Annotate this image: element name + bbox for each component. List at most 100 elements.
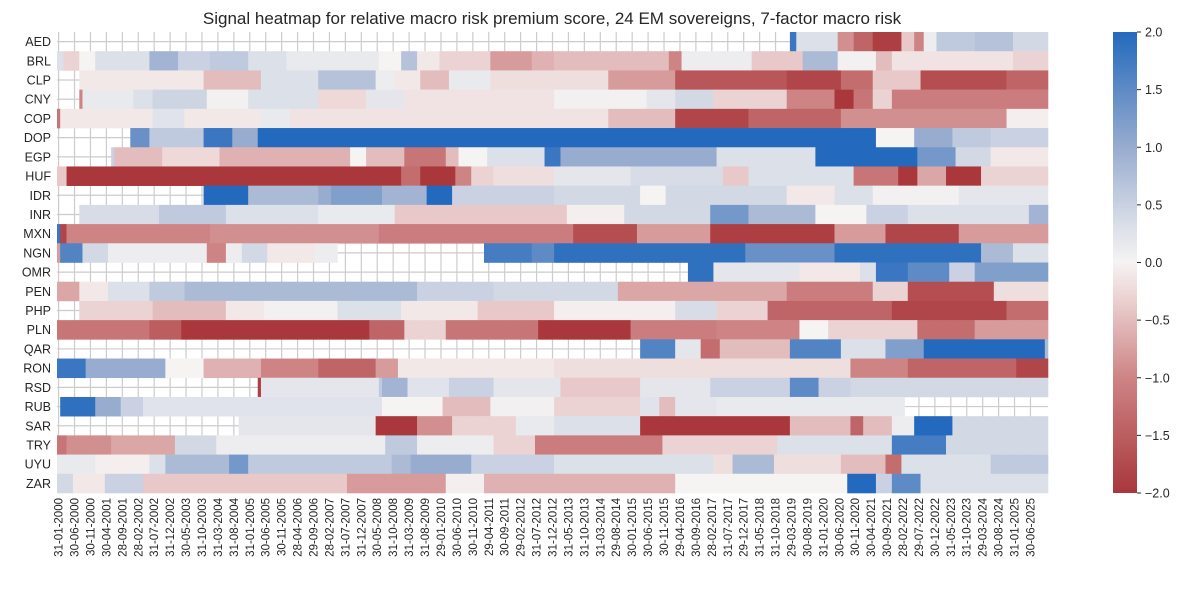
heatmap-cell-dop — [149, 128, 204, 148]
colorbar-tick-label: −1.0 — [1145, 371, 1170, 385]
heatmap-cell-ngn — [82, 243, 109, 263]
heatmap-cell-clp — [1006, 70, 1049, 90]
heatmap-cell-sar — [238, 416, 376, 436]
heatmap-cell-egp — [366, 147, 405, 167]
heatmap-cell-try — [534, 435, 663, 455]
heatmap-cell-pen — [493, 281, 619, 302]
heatmap-cell-sar — [515, 416, 555, 436]
heatmap-cell-idr — [426, 185, 453, 206]
heatmap-cell-ngn — [60, 243, 83, 263]
heatmap-cell-brl — [95, 51, 150, 71]
y-tick-label: NGN — [23, 246, 51, 260]
heatmap-cell-dop — [952, 128, 991, 148]
heatmap-cell-pln — [630, 320, 717, 340]
x-tick-label: 31-07-2002 — [149, 498, 161, 557]
heatmap-cell-sar — [375, 416, 418, 436]
x-tick-label: 29-03-2024 — [978, 497, 990, 556]
heatmap-cell-pen — [872, 281, 909, 302]
heatmap-cell-aed — [901, 32, 915, 52]
heatmap-cell-qar — [719, 339, 791, 359]
heatmap-cell-aed — [796, 32, 838, 52]
heatmap-cell-sar — [452, 416, 517, 436]
heatmap-cell-zar — [346, 473, 447, 494]
heatmap-cell-egp — [350, 147, 367, 167]
heatmap-cell-cop — [1006, 108, 1049, 129]
y-tick-label: INR — [29, 208, 51, 222]
x-tick-label: 29-01-2010 — [436, 498, 448, 557]
heatmap-cell-ngn — [57, 243, 61, 263]
heatmap-cell-cny — [554, 89, 647, 110]
heatmap-cell-pen — [57, 281, 80, 302]
heatmap-cell-rub — [640, 396, 660, 417]
heatmap-cell-cop — [748, 108, 842, 129]
heatmap-cell-pen — [107, 281, 150, 302]
heatmap-cell-try — [111, 435, 176, 455]
heatmap-cell-aed — [1012, 32, 1049, 52]
heatmap-cell-mxn — [60, 224, 67, 244]
heatmap-cell-rub — [120, 396, 144, 417]
heatmap-cell-uyu — [410, 454, 472, 475]
heatmap-cell-egp — [815, 147, 918, 167]
heatmap-cell-rub — [716, 396, 905, 417]
heatmap-cell-try — [174, 435, 217, 455]
y-tick-label: RSD — [25, 381, 51, 395]
y-tick-label: TRY — [26, 438, 51, 452]
heatmap-cell-huf — [455, 166, 472, 186]
heatmap-cell-clp — [375, 70, 396, 90]
heatmap-cell-pen — [617, 281, 787, 302]
x-tick-label: 30-09-2021 — [882, 498, 894, 557]
x-tick-label: 30-11-2010 — [468, 498, 480, 556]
heatmap-cell-try — [946, 435, 1049, 455]
x-tick-label: 28-02-2007 — [324, 498, 336, 557]
heatmap-cell-rsd — [378, 377, 383, 398]
heatmap-cell-rsd — [560, 377, 641, 398]
y-tick-label: RON — [23, 362, 51, 376]
heatmap-cell-pen — [79, 281, 109, 302]
heatmap-cell-qar — [1044, 339, 1049, 359]
x-tick-label: 30-04-2001 — [101, 498, 113, 557]
heatmap-cell-rub — [95, 396, 122, 417]
heatmap-cell-clp — [786, 70, 842, 90]
heatmap-cell-zar — [72, 473, 106, 494]
heatmap-cell-pln — [404, 320, 447, 340]
heatmap-cell-rsd — [407, 377, 450, 398]
heatmap-cell-egp — [917, 147, 956, 167]
heatmap-cell-idr — [331, 185, 383, 206]
colorbar-tick-label: 0.0 — [1145, 256, 1162, 270]
heatmap-cell-aed — [837, 32, 854, 52]
heatmap-cell-try — [57, 435, 67, 455]
heatmap-cell-zar — [104, 473, 144, 494]
heatmap-cell-brl — [209, 51, 249, 71]
heatmap-cell-ngn — [531, 243, 555, 263]
heatmap-cell-ron — [203, 358, 262, 379]
heatmap-cell-cop — [675, 108, 749, 129]
heatmap-cell-qar — [675, 339, 701, 359]
heatmap-cell-uyu — [471, 454, 555, 475]
x-tick-label: 30-11-2000 — [85, 498, 97, 556]
y-tick-label: CLP — [27, 74, 51, 88]
heatmap-cell-try — [662, 435, 778, 455]
heatmap-cell-inr — [79, 204, 160, 225]
heatmap-cell-mxn — [57, 224, 61, 244]
x-tick-label: 30-05-2008 — [372, 498, 384, 557]
heatmap-cell-try — [417, 435, 494, 455]
heatmap-cell-egp — [990, 147, 1049, 167]
y-tick-label: UYU — [25, 458, 51, 472]
heatmap-cell-ngn — [107, 243, 208, 263]
y-tick-label: BRL — [27, 54, 51, 68]
heatmap-cell-brl — [802, 51, 838, 71]
heatmap-cell-cny — [318, 89, 367, 110]
heatmap-cell-brl — [63, 51, 80, 71]
heatmap-cell-mxn — [636, 224, 711, 244]
x-tick-label: 30-04-2021 — [866, 498, 878, 557]
x-tick-label: 31-05-2018 — [755, 498, 767, 557]
heatmap-cell-zar — [847, 473, 877, 494]
heatmap-cell-zar — [875, 473, 893, 494]
heatmap-cell-cny — [206, 89, 249, 110]
x-tick-label: 29-09-2006 — [309, 498, 321, 557]
heatmap-cell-inr — [225, 204, 319, 225]
x-tick-label: 31-10-2008 — [388, 498, 400, 557]
y-tick-label: PHP — [25, 304, 51, 318]
heatmap-cell-clp — [394, 70, 421, 90]
heatmap-cell-mxn — [378, 224, 574, 244]
